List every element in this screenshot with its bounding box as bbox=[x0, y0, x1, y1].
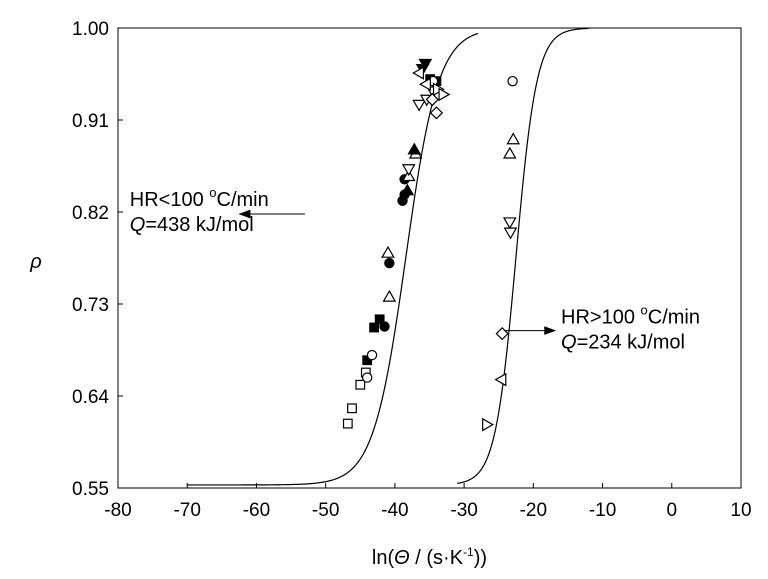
y-tick-label: 0.91 bbox=[72, 111, 109, 132]
annotation-arrow-head bbox=[238, 209, 251, 219]
annotation-symbol: Q bbox=[561, 331, 577, 353]
y-tick-label: 0.73 bbox=[72, 295, 109, 316]
data-point-triangle-up-open bbox=[502, 146, 517, 159]
data-point-square-open bbox=[355, 379, 366, 390]
y-tick-label: 0.82 bbox=[72, 203, 109, 224]
plot-frame bbox=[117, 27, 742, 489]
data-point-triangle-up-filled bbox=[407, 142, 422, 155]
data-point-triangle-down-filled bbox=[418, 58, 433, 71]
x-tick-label: -70 bbox=[173, 500, 200, 521]
data-point-circle-open bbox=[507, 75, 518, 87]
y-axis-label: ρ bbox=[29, 251, 41, 273]
curves-layer bbox=[187, 27, 589, 486]
annotation-text: HR<100 bbox=[130, 189, 210, 211]
data-point-square-filled bbox=[374, 314, 385, 325]
x-axis-label: ln(Θ / (s·K-1)) bbox=[372, 545, 487, 569]
data-point-triangle-up-open bbox=[506, 132, 521, 145]
y-tick-label: 0.55 bbox=[72, 479, 109, 500]
data-point-triangle-down-open bbox=[412, 99, 426, 112]
data-point-triangle-down-open bbox=[503, 227, 518, 240]
x-tick-label: -10 bbox=[589, 500, 616, 521]
data-point-triangle-left-open bbox=[412, 66, 425, 80]
x-axis-label-text: / (s·K bbox=[410, 547, 464, 569]
x-axis-label-text: ln( bbox=[372, 547, 395, 569]
data-point-triangle-up-open bbox=[381, 245, 395, 258]
data-point-triangle-right-open bbox=[482, 417, 494, 432]
x-tick-label: -60 bbox=[243, 500, 270, 521]
data-point-square-open bbox=[342, 418, 353, 429]
x-tick-label: -50 bbox=[312, 500, 339, 521]
data-point-square-open bbox=[347, 403, 357, 414]
annotation-text: C/min bbox=[648, 306, 700, 328]
annotation-text: C/min bbox=[217, 189, 269, 211]
annotation-superscript: o bbox=[641, 302, 648, 317]
annotation-symbol: Q bbox=[130, 214, 146, 236]
data-point-circle-open bbox=[366, 349, 378, 361]
x-tick-label: 0 bbox=[666, 500, 677, 521]
ticks-layer: -80 -70 -60 -50 -40 -30 -20 -10 0 10 0.55 0.64 0.73 0… bbox=[72, 19, 752, 521]
annotation-line-1: HR>100 oC/min bbox=[561, 302, 700, 328]
markers-layer bbox=[342, 58, 521, 432]
x-tick-label: 10 bbox=[730, 500, 751, 521]
annotation-line-2: Q=438 kJ/mol bbox=[130, 214, 254, 236]
annotation-line-2: Q=234 kJ/mol bbox=[561, 331, 685, 353]
data-point-triangle-down-open bbox=[502, 217, 517, 230]
x-tick-label: -80 bbox=[104, 500, 131, 521]
data-point-triangle-right-open bbox=[438, 87, 451, 102]
fit-curve bbox=[187, 32, 479, 486]
annotation-text: HR>100 bbox=[561, 306, 641, 328]
data-point-triangle-down-open bbox=[401, 164, 416, 177]
x-tick-label: -20 bbox=[520, 500, 547, 521]
data-point-circle-filled bbox=[384, 257, 395, 269]
data-point-triangle-up-open bbox=[382, 289, 397, 302]
annotation-superscript: o bbox=[209, 185, 216, 200]
y-tick-label: 1.00 bbox=[72, 19, 109, 40]
x-tick-label: -40 bbox=[381, 500, 408, 521]
y-tick-label: 0.64 bbox=[72, 387, 109, 408]
data-point-square-filled bbox=[369, 322, 380, 333]
x-axis-label-text: )) bbox=[474, 547, 487, 569]
annotation-text: =234 kJ/mol bbox=[577, 331, 685, 353]
data-point-diamond-open bbox=[425, 92, 439, 107]
data-point-diamond-open bbox=[495, 326, 509, 341]
data-point-circle-filled bbox=[379, 321, 390, 332]
x-tick-label: -30 bbox=[450, 500, 477, 521]
annotation-text: =438 kJ/mol bbox=[145, 214, 253, 236]
annotation-line-1: HR<100 oC/min bbox=[130, 185, 269, 211]
data-point-circle-open bbox=[362, 372, 373, 383]
data-point-diamond-open bbox=[429, 106, 444, 120]
data-point-triangle-up-filled bbox=[400, 183, 415, 196]
data-point-triangle-left-open bbox=[494, 372, 507, 387]
x-axis-label-symbol: Θ bbox=[394, 547, 410, 569]
fit-curve bbox=[457, 27, 589, 484]
x-axis-label-superscript: -1 bbox=[463, 545, 474, 559]
annotation-arrow-head bbox=[544, 326, 557, 335]
data-point-triangle-left-open bbox=[419, 77, 431, 92]
